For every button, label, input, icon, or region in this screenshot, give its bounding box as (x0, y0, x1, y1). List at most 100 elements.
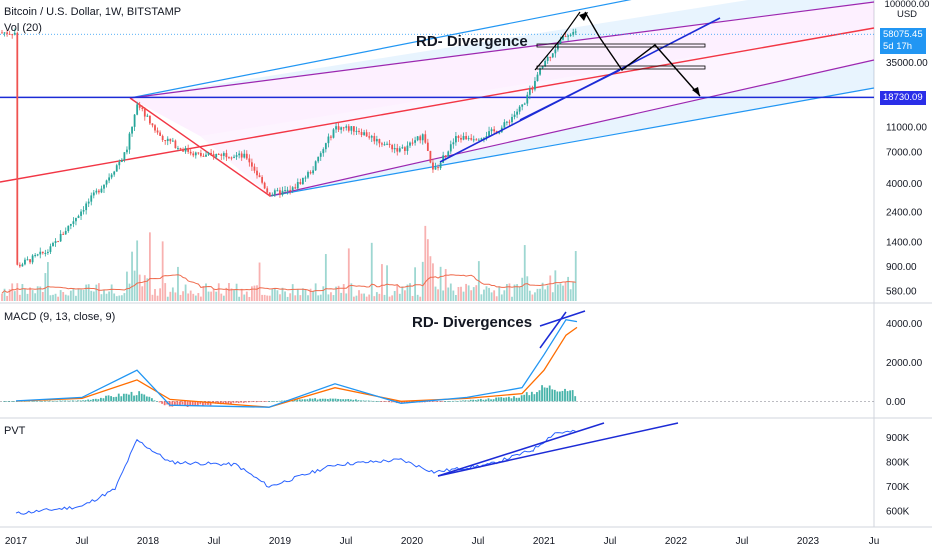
macd-histogram-bar (510, 398, 513, 402)
volume-bar (72, 288, 75, 301)
pvt-label[interactable]: PVT (4, 425, 26, 437)
price-candle (16, 32, 19, 265)
price-candle (421, 134, 424, 141)
volume-bar (429, 256, 432, 301)
price-candle (472, 139, 475, 141)
macd-histogram-bar (495, 397, 498, 402)
price-candle (187, 147, 190, 152)
price-candle (217, 153, 220, 155)
price-candle (444, 155, 447, 157)
price-candle (302, 177, 304, 185)
price-candle (24, 259, 26, 265)
volume-bar (398, 293, 401, 301)
volume-bar (432, 263, 434, 301)
macd-histogram-bar (33, 400, 36, 402)
macd-histogram-bar (474, 400, 477, 402)
macd-histogram-bar (204, 401, 207, 405)
macd-histogram-bar (436, 401, 439, 402)
price-candle (480, 138, 483, 140)
symbol-title[interactable]: Bitcoin / U.S. Dollar, 1W, BITSTAMP (4, 6, 182, 18)
price-candle (467, 138, 470, 140)
volume-bar (564, 281, 567, 301)
price-candle (212, 154, 215, 158)
price-candle (105, 180, 108, 185)
price-candle (498, 132, 501, 134)
price-candle (388, 143, 391, 146)
time-tick-label: 2017 (5, 536, 28, 547)
volume-bar (284, 291, 286, 301)
macd-histogram-bar (352, 399, 355, 402)
price-candle (378, 139, 381, 144)
price-candle (253, 166, 256, 171)
price-candle (513, 114, 516, 117)
macd-histogram-bar (538, 390, 541, 402)
macd-tick-label: 0.00 (886, 397, 906, 408)
volume-bar (210, 291, 212, 301)
volume-bar (166, 296, 169, 301)
macd-histogram-bar (92, 399, 95, 402)
price-candle (488, 131, 490, 137)
price-candle (210, 152, 212, 155)
volume-bar (528, 290, 531, 301)
price-candle (49, 246, 52, 252)
volume-bar (541, 282, 544, 301)
price-candle (29, 259, 31, 263)
volume-bar (296, 289, 299, 301)
volume-bar (39, 286, 42, 301)
volume-bar (131, 251, 133, 301)
price-candle (414, 140, 416, 143)
volume-bar (11, 283, 14, 301)
price-candle (197, 152, 200, 154)
price-candle (455, 136, 457, 143)
price-candle (108, 177, 110, 181)
volume-bar (230, 288, 233, 301)
price-candle (296, 182, 299, 189)
pvt-tick-label: 900K (886, 433, 910, 444)
price-candle (544, 60, 547, 67)
price-candle (383, 144, 386, 146)
volume-bar (217, 283, 220, 301)
price-candle (85, 203, 88, 211)
volume-bar (442, 290, 445, 301)
price-unit[interactable]: 100000.00 USD (884, 0, 930, 20)
price-candle (419, 136, 422, 141)
time-tick-label: Jul (472, 536, 485, 547)
volume-bar (100, 294, 103, 301)
price-candle (75, 217, 77, 222)
macd-histogram-bar (281, 400, 283, 402)
price-candle (312, 170, 314, 174)
volume-bar (205, 283, 207, 301)
macd-label[interactable]: MACD (9, 13, close, 9) (4, 311, 116, 323)
volume-bar (194, 295, 197, 301)
macd-histogram-bar (298, 399, 301, 402)
price-candle (149, 115, 151, 124)
macd-histogram-bar (79, 400, 82, 402)
volume-bar (526, 276, 529, 301)
price-candle (401, 147, 404, 149)
price-candle (307, 172, 309, 178)
pvt-tick-label: 700K (886, 482, 910, 493)
price-candle (342, 127, 345, 129)
volume-bar (215, 291, 218, 301)
volume-bar (141, 286, 144, 301)
volume-label[interactable]: Vol (20) (4, 22, 42, 34)
price-candle (248, 158, 251, 163)
volume-bar (370, 242, 373, 301)
macd-histogram-bar (513, 396, 515, 402)
volume-bar (457, 287, 460, 301)
price-candle (549, 56, 552, 58)
volume-bar (289, 293, 292, 301)
macd-histogram-bar (492, 399, 495, 402)
price-candle (200, 152, 202, 156)
macd-histogram-bar (564, 388, 566, 402)
volume-bar (228, 283, 230, 301)
macd-histogram-bar (367, 400, 370, 402)
macd-histogram-bar (365, 400, 367, 402)
price-candle (518, 106, 521, 112)
price-candle (557, 43, 559, 50)
macd-histogram-bar (237, 401, 240, 404)
volume-bar (444, 269, 447, 301)
price-candle (245, 153, 248, 159)
price-candle (90, 195, 93, 202)
